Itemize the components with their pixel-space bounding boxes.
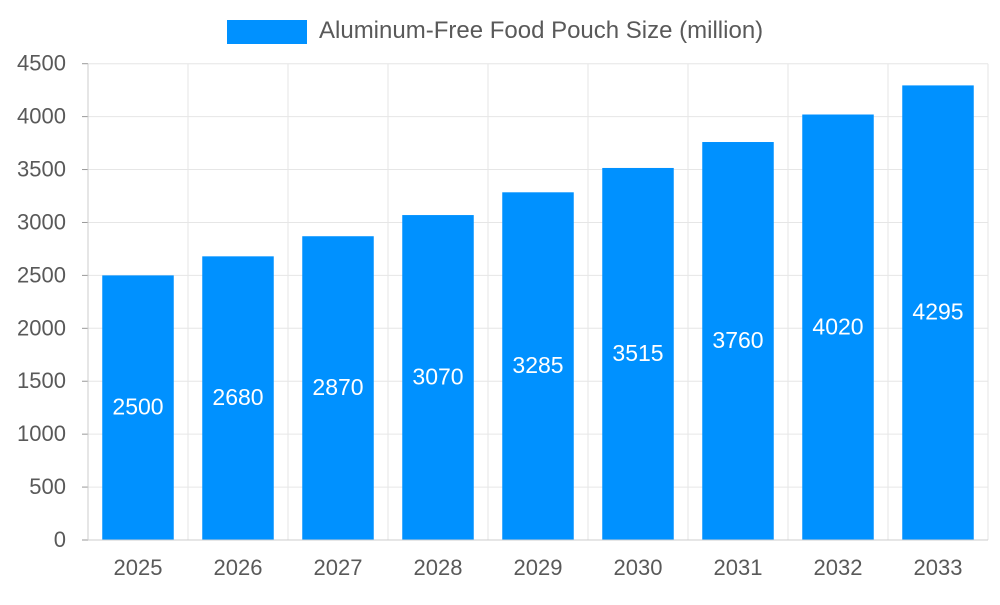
svg-text:2026: 2026 bbox=[214, 555, 263, 580]
svg-text:2025: 2025 bbox=[114, 555, 163, 580]
svg-text:4000: 4000 bbox=[17, 104, 66, 129]
svg-text:4500: 4500 bbox=[17, 51, 66, 76]
svg-text:2028: 2028 bbox=[414, 555, 463, 580]
svg-text:2870: 2870 bbox=[312, 374, 363, 400]
svg-text:4020: 4020 bbox=[812, 313, 863, 339]
svg-text:3070: 3070 bbox=[412, 364, 463, 390]
svg-text:2500: 2500 bbox=[17, 262, 66, 287]
svg-text:3285: 3285 bbox=[512, 352, 563, 378]
svg-text:0: 0 bbox=[54, 527, 66, 552]
svg-text:3500: 3500 bbox=[17, 157, 66, 182]
svg-text:2032: 2032 bbox=[814, 555, 863, 580]
svg-text:Aluminum-Free Food Pouch Size: Aluminum-Free Food Pouch Size (million) bbox=[319, 17, 763, 44]
svg-text:2031: 2031 bbox=[714, 555, 763, 580]
svg-text:4295: 4295 bbox=[912, 299, 963, 325]
svg-text:500: 500 bbox=[29, 474, 66, 499]
svg-text:2680: 2680 bbox=[212, 384, 263, 410]
svg-text:2033: 2033 bbox=[914, 555, 963, 580]
svg-text:2500: 2500 bbox=[112, 394, 163, 420]
svg-text:1500: 1500 bbox=[17, 368, 66, 393]
svg-text:3000: 3000 bbox=[17, 209, 66, 234]
svg-text:3760: 3760 bbox=[712, 327, 763, 353]
svg-text:2029: 2029 bbox=[514, 555, 563, 580]
svg-text:3515: 3515 bbox=[612, 340, 663, 366]
svg-text:1000: 1000 bbox=[17, 421, 66, 446]
svg-text:2027: 2027 bbox=[314, 555, 363, 580]
svg-text:2000: 2000 bbox=[17, 315, 66, 340]
svg-text:2030: 2030 bbox=[614, 555, 663, 580]
